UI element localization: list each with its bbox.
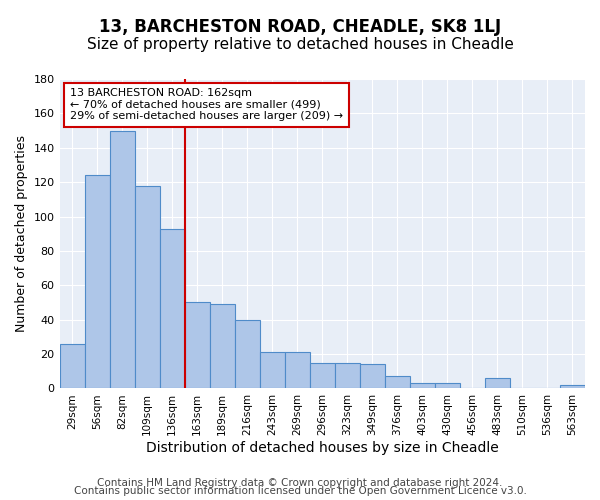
Text: Contains public sector information licensed under the Open Government Licence v3: Contains public sector information licen…	[74, 486, 526, 496]
Bar	[209, 304, 235, 388]
Text: 13 BARCHESTON ROAD: 162sqm
← 70% of detached houses are smaller (499)
29% of sem: 13 BARCHESTON ROAD: 162sqm ← 70% of deta…	[70, 88, 343, 122]
Bar	[485, 378, 510, 388]
Text: Size of property relative to detached houses in Cheadle: Size of property relative to detached ho…	[86, 38, 514, 52]
Bar	[360, 364, 385, 388]
Bar	[59, 344, 85, 389]
Text: Contains HM Land Registry data © Crown copyright and database right 2024.: Contains HM Land Registry data © Crown c…	[97, 478, 503, 488]
Bar	[235, 320, 260, 388]
Bar	[110, 130, 134, 388]
Bar	[285, 352, 310, 388]
Bar	[385, 376, 410, 388]
Bar	[335, 362, 360, 388]
Bar	[85, 176, 110, 388]
Bar	[410, 384, 435, 388]
Text: 13, BARCHESTON ROAD, CHEADLE, SK8 1LJ: 13, BARCHESTON ROAD, CHEADLE, SK8 1LJ	[99, 18, 501, 36]
Bar	[260, 352, 285, 388]
X-axis label: Distribution of detached houses by size in Cheadle: Distribution of detached houses by size …	[146, 441, 499, 455]
Bar	[185, 302, 209, 388]
Bar	[310, 362, 335, 388]
Bar	[160, 228, 185, 388]
Y-axis label: Number of detached properties: Number of detached properties	[15, 135, 28, 332]
Bar	[134, 186, 160, 388]
Bar	[435, 384, 460, 388]
Bar	[560, 385, 585, 388]
